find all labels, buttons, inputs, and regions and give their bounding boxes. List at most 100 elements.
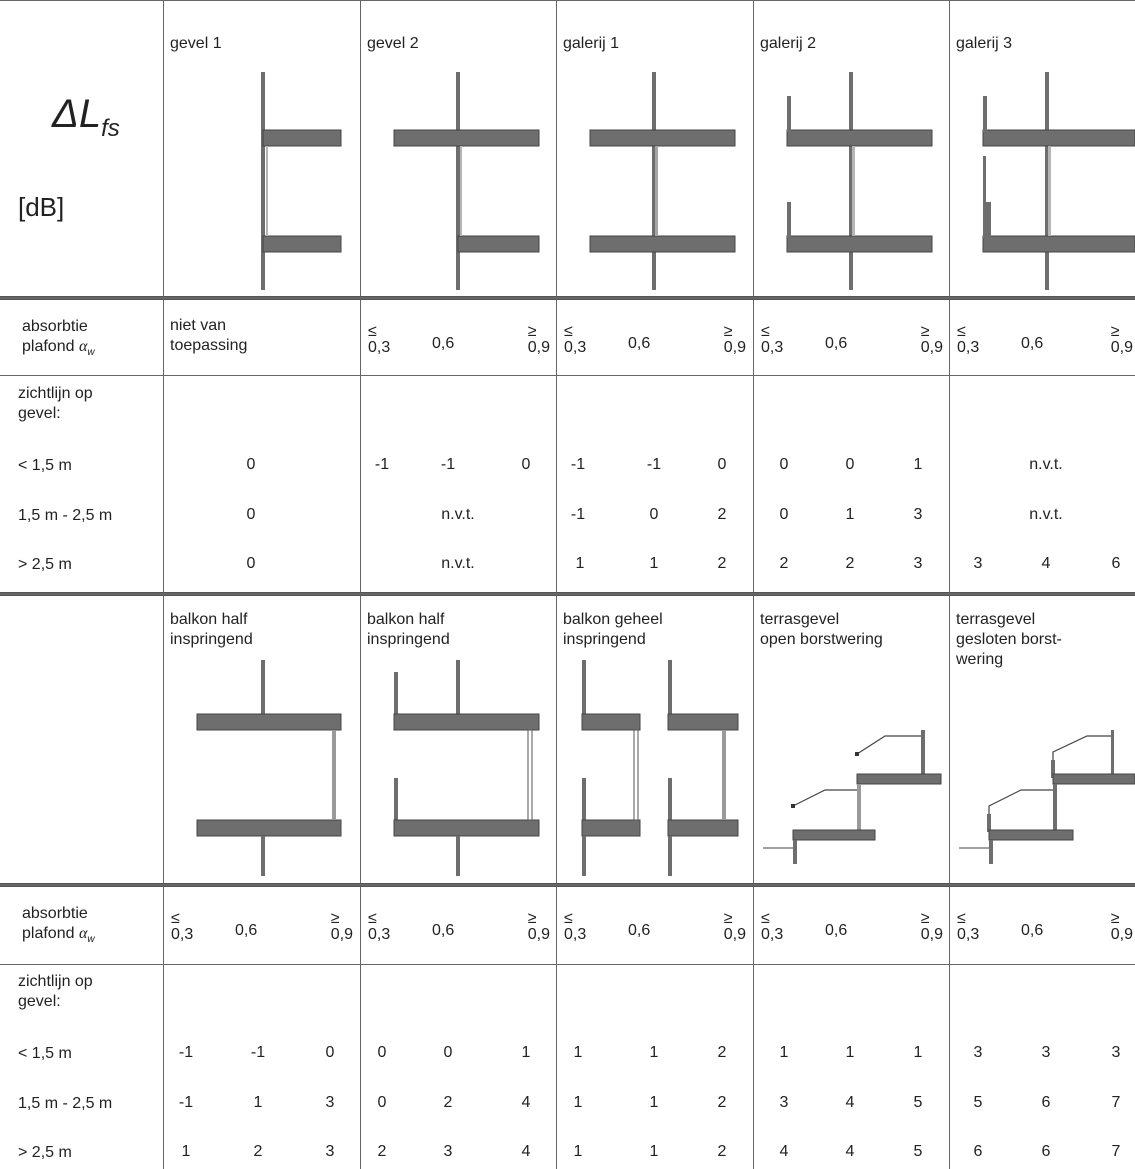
table-cell: 1: [913, 456, 923, 473]
table-cell: n.v.t.: [441, 506, 475, 523]
table-cell: 0: [649, 506, 659, 523]
table-cell: 1: [649, 1094, 659, 1111]
grid-line: [949, 0, 950, 1169]
terrasgevel-open-diagram: [763, 730, 942, 864]
table-cell: 4: [845, 1143, 855, 1160]
row-label: 1,5 m - 2,5 m: [18, 507, 113, 524]
table-cell: 0: [845, 456, 855, 473]
table-cell: 6: [1041, 1143, 1051, 1160]
column-header: gevel 2: [367, 35, 419, 52]
table-cell: 0: [779, 506, 789, 523]
row-label: > 2,5 m: [18, 556, 72, 573]
table-cell: 3: [973, 555, 983, 572]
absorptie-values: ≤0,3 0,6 ≥0,9: [957, 910, 1133, 944]
table-cell: 3: [913, 506, 923, 523]
table-cell: 6: [973, 1143, 983, 1160]
table-cell: 1: [845, 506, 855, 523]
table-cell: 3: [973, 1044, 983, 1061]
grid-line: [0, 592, 1135, 596]
table-cell: 4: [521, 1143, 531, 1160]
table-cell: -1: [250, 1044, 266, 1061]
table-cell: 2: [377, 1143, 387, 1160]
table-cell: 0: [246, 555, 256, 572]
table-cell: 1: [521, 1044, 531, 1061]
table-cell: 5: [913, 1143, 923, 1160]
table-cell: 3: [913, 555, 923, 572]
table-cell: 3: [443, 1143, 453, 1160]
table-cell: 1: [573, 1143, 583, 1160]
column-header: terrasgevel gesloten borst- wering: [956, 611, 1062, 668]
table-cell: 0: [377, 1044, 387, 1061]
table-cell: 1: [913, 1044, 923, 1061]
gevel-2-diagram: [393, 72, 540, 290]
grid-line: [556, 0, 557, 1169]
column-header: terrasgevel open borstwering: [760, 611, 883, 648]
table-cell: 2: [717, 1044, 727, 1061]
row-label: < 1,5 m: [18, 1045, 72, 1062]
absorptie-values: ≤0,3 0,6 ≥0,9: [957, 323, 1133, 357]
absorptie-values: ≤0,3 0,6 ≥0,9: [368, 910, 550, 944]
table-cell: -1: [178, 1044, 194, 1061]
table-cell: 1: [649, 555, 659, 572]
grid-line: [163, 0, 164, 1169]
column-header: balkon half inspringend: [367, 611, 450, 648]
grid-line: [360, 0, 361, 1169]
table-cell: 0: [325, 1044, 335, 1061]
table-cell: 0: [443, 1044, 453, 1061]
table-cell: 1: [573, 1044, 583, 1061]
table-cell: 1: [649, 1044, 659, 1061]
balkon-half-1-diagram: [196, 660, 342, 876]
table-cell: 2: [717, 555, 727, 572]
table-cell: 2: [717, 506, 727, 523]
table-cell: 5: [973, 1094, 983, 1111]
table-cell: 6: [1111, 555, 1121, 572]
table-cell: 1: [573, 1094, 583, 1111]
zichtlijn-label: zichtlijn op gevel:: [18, 973, 93, 1010]
table-cell: 4: [779, 1143, 789, 1160]
table-cell: 0: [717, 456, 727, 473]
table-cell: 0: [377, 1094, 387, 1111]
table-cell: -1: [646, 456, 662, 473]
table-cell: -1: [178, 1094, 194, 1111]
galerij-3-diagram: [982, 72, 1135, 290]
gevel-1-diagram: [261, 72, 342, 290]
table-cell: 0: [246, 506, 256, 523]
column-header: gevel 1: [170, 35, 222, 52]
zichtlijn-label: zichtlijn op gevel:: [18, 385, 93, 422]
table-cell: 4: [521, 1094, 531, 1111]
column-header: galerij 1: [563, 35, 620, 52]
table-cell: 1: [253, 1094, 263, 1111]
row-label: 1,5 m - 2,5 m: [18, 1095, 113, 1112]
balkon-half-2-diagram: [393, 660, 540, 876]
grid-line: [753, 0, 754, 1169]
table-cell: -1: [570, 506, 586, 523]
not-applicable-text: niet van toepassing: [170, 317, 248, 354]
table-cell: 1: [575, 555, 585, 572]
table-cell: 3: [779, 1094, 789, 1111]
column-header: galerij 3: [956, 35, 1013, 52]
table-cell: 2: [779, 555, 789, 572]
table-cell: 3: [325, 1143, 335, 1160]
table-cell: 1: [779, 1044, 789, 1061]
grid-line: [0, 375, 1135, 376]
absorptie-values: ≤0,3 0,6 ≥0,9: [761, 323, 943, 357]
table-cell: -1: [440, 456, 456, 473]
grid-line: [0, 964, 1135, 965]
table-cell: 0: [246, 456, 256, 473]
table-cell: 0: [521, 456, 531, 473]
table-cell: 2: [717, 1094, 727, 1111]
table-cell: n.v.t.: [1029, 506, 1063, 523]
delta-l-symbol: ΔLfs: [52, 92, 120, 142]
table-cell: 0: [779, 456, 789, 473]
table-cell: n.v.t.: [441, 555, 475, 572]
table-cell: 1: [649, 1143, 659, 1160]
row-label: < 1,5 m: [18, 457, 72, 474]
absorptie-values: ≤0,3 0,6 ≥0,9: [368, 323, 550, 357]
balkon-geheel-diagram: [581, 660, 739, 876]
absorptie-values: ≤0,3 0,6 ≥0,9: [171, 910, 353, 944]
table-cell: 4: [845, 1094, 855, 1111]
table-cell: 5: [913, 1094, 923, 1111]
absorptie-values: ≤0,3 0,6 ≥0,9: [564, 910, 746, 944]
grid-line: [0, 0, 1135, 1]
